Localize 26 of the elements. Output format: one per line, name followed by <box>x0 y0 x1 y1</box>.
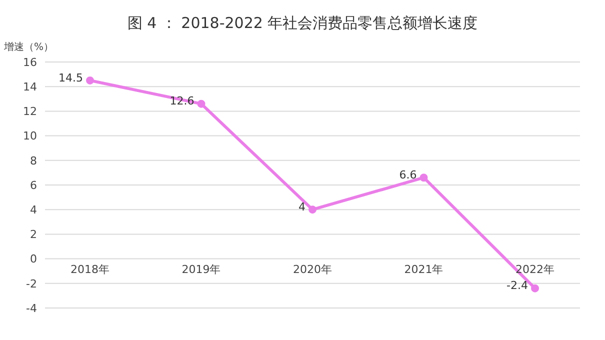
y-tick-label: 14 <box>23 80 37 94</box>
data-label: 14.5 <box>58 71 83 84</box>
y-tick-label: 0 <box>30 252 37 266</box>
x-tick-label: 2021年 <box>404 262 444 276</box>
y-tick-label: 8 <box>30 154 37 168</box>
x-tick-label: 2018年 <box>70 262 110 276</box>
chart-title: 图 4 ： 2018-2022 年社会消费品零售总额增长速度 <box>126 14 479 33</box>
y-tick-label: -4 <box>26 302 37 315</box>
y-tick-label: 6 <box>30 178 37 192</box>
point <box>86 76 94 84</box>
x-tick-label: 2020年 <box>293 262 332 276</box>
y-tick-label: 16 <box>23 56 37 69</box>
point <box>308 206 316 214</box>
y-tick-label: 12 <box>23 105 37 118</box>
y-tick-label: 10 <box>23 130 37 143</box>
data-label: 6.6 <box>399 168 417 182</box>
y-axis-title: 增速（%） <box>4 40 54 54</box>
point <box>197 100 206 108</box>
x-tick-label: 2019年 <box>182 262 221 276</box>
data-label: 4 <box>298 200 306 214</box>
data-label: -2.4 <box>506 279 528 292</box>
point <box>531 284 539 292</box>
y-tick-label: 2 <box>30 228 37 242</box>
y-tick-label: -2 <box>26 277 37 290</box>
point <box>420 174 428 182</box>
y-tick-label: 4 <box>30 204 37 217</box>
